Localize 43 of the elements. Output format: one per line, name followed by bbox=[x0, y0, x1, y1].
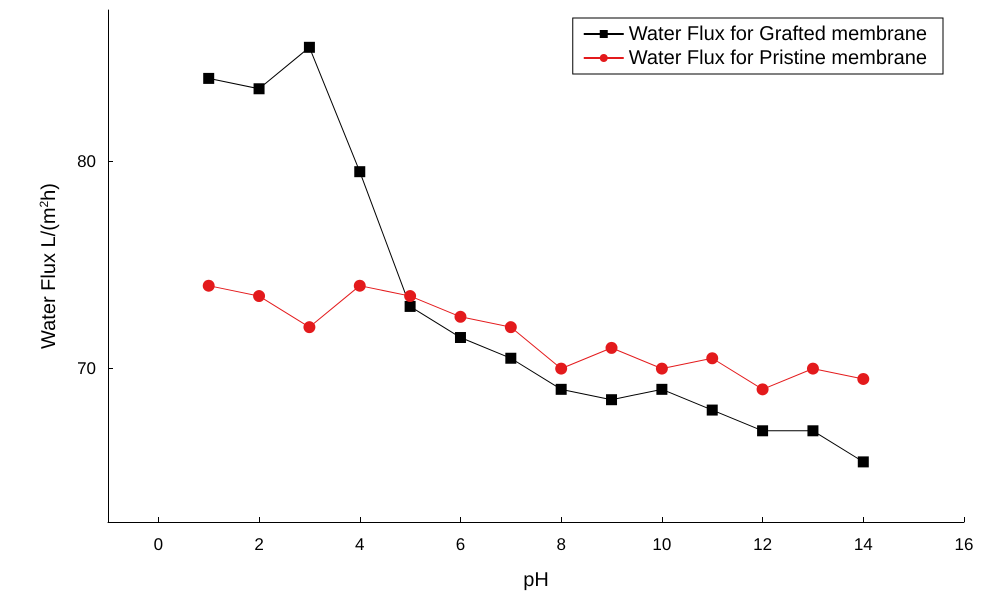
point bbox=[807, 425, 818, 436]
legend-label: Water Flux for Grafted membrane bbox=[628, 23, 928, 45]
point bbox=[505, 352, 516, 364]
point bbox=[404, 290, 416, 302]
y-tick-label: 70 bbox=[77, 359, 96, 378]
x-tick-label: 0 bbox=[154, 535, 164, 554]
point bbox=[354, 166, 366, 178]
legend-label: Water Flux for Pristine membrane bbox=[628, 47, 927, 69]
point bbox=[203, 72, 214, 84]
point bbox=[857, 372, 870, 385]
x-tick-label: 10 bbox=[652, 535, 672, 554]
x-tick-label: 12 bbox=[753, 535, 772, 554]
point bbox=[202, 280, 215, 292]
x-tick-label: 6 bbox=[456, 535, 466, 554]
point bbox=[756, 383, 769, 396]
point bbox=[404, 300, 416, 312]
y-axis-title: Water Flux L/(m2h) bbox=[37, 183, 60, 349]
y-tick-label: 80 bbox=[77, 152, 96, 171]
x-tick-label: 8 bbox=[556, 535, 566, 554]
point bbox=[656, 362, 668, 375]
point bbox=[555, 362, 568, 375]
x-tick-label: 4 bbox=[355, 535, 364, 554]
point bbox=[706, 404, 718, 416]
point bbox=[706, 352, 718, 364]
point bbox=[504, 321, 517, 334]
point bbox=[656, 384, 668, 395]
point bbox=[454, 332, 466, 344]
point bbox=[253, 290, 266, 302]
x-tick-label: 16 bbox=[954, 535, 974, 554]
point bbox=[303, 321, 316, 334]
point bbox=[556, 384, 567, 395]
x-axis-title: pH bbox=[523, 569, 549, 591]
point bbox=[858, 456, 869, 468]
point bbox=[606, 394, 618, 406]
x-tick-label: 2 bbox=[254, 535, 264, 554]
x-tick-label: 14 bbox=[854, 535, 873, 554]
point bbox=[606, 342, 618, 354]
point bbox=[806, 362, 819, 375]
point bbox=[757, 425, 768, 436]
point bbox=[354, 280, 366, 292]
point bbox=[454, 310, 466, 323]
point bbox=[254, 83, 265, 94]
point bbox=[304, 42, 315, 53]
